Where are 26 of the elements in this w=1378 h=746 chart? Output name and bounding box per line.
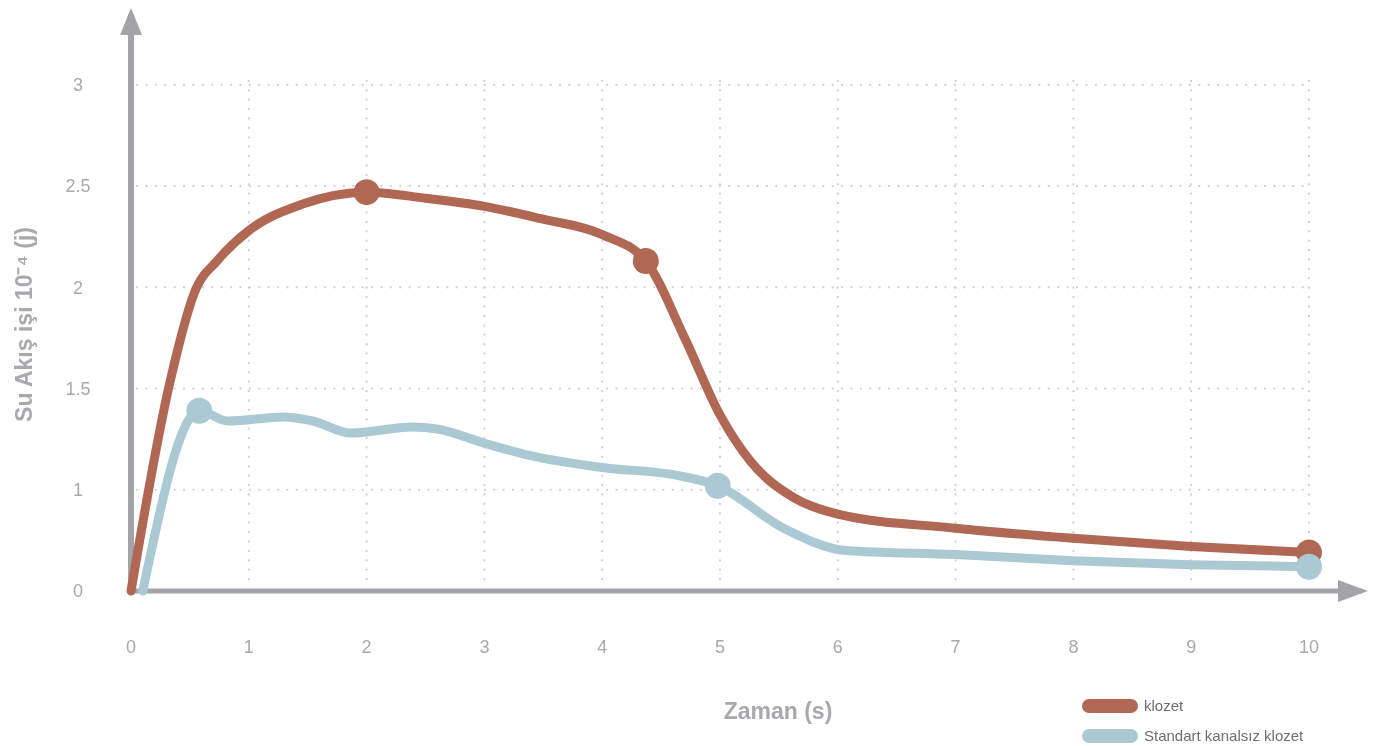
x-tick-label: 0 [125, 637, 137, 658]
x-tick-label: 10 [1298, 637, 1320, 658]
legend-label: Standart kanalsız klozet [1144, 727, 1305, 745]
x-tick-label: 6 [832, 637, 843, 658]
legend-label: klozet [1144, 697, 1185, 715]
x-tick-label: 7 [950, 637, 961, 658]
y-tick-label: 1 [72, 480, 84, 501]
x-tick-label: 5 [714, 637, 725, 658]
y-tick-label: 0 [72, 581, 84, 602]
x-tick-label: 2 [361, 637, 372, 658]
y-axis-title: Su Akış işi 10⁻⁴ (j) [11, 227, 37, 422]
x-tick-label: 3 [479, 637, 490, 658]
x-tick-label: 1 [243, 637, 254, 658]
x-tick-label: 4 [597, 637, 608, 658]
y-tick-label: 3 [72, 75, 84, 96]
x-tick-label: 9 [1186, 637, 1197, 658]
point [704, 472, 731, 499]
point [1295, 553, 1322, 580]
point [353, 179, 380, 206]
x-tick-label: 8 [1068, 637, 1079, 658]
y-tick-label: 1.5 [65, 378, 91, 399]
y-tick-label: 2 [72, 277, 84, 298]
point [632, 248, 659, 274]
y-tick-label: 2.5 [65, 176, 91, 197]
x-axis-title: Zaman (s) [723, 698, 833, 725]
point [186, 397, 213, 424]
